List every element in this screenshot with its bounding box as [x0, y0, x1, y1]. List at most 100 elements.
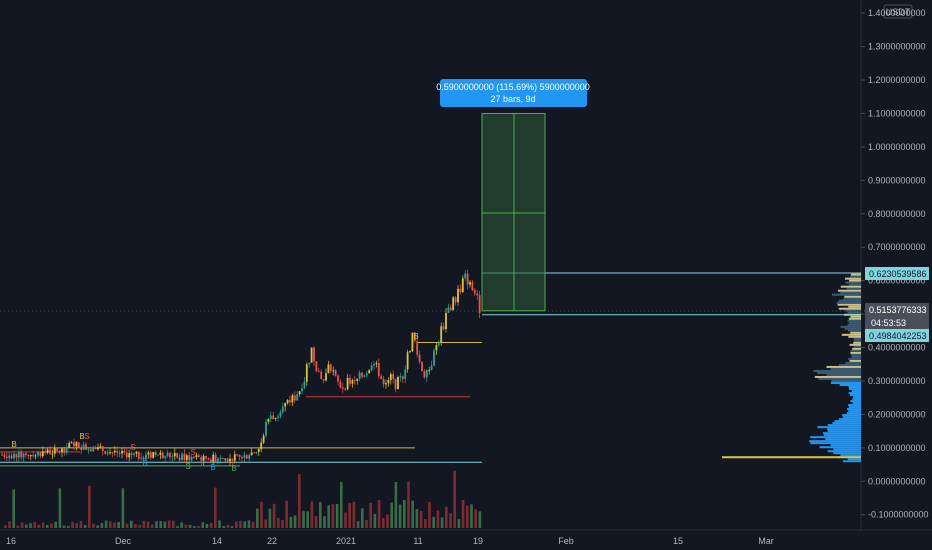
volume-bar [298, 474, 301, 528]
volume-bar [306, 511, 309, 528]
profile-bar [822, 432, 861, 435]
candle-body [471, 282, 474, 291]
volume-bar [348, 503, 351, 528]
candle-body [63, 448, 66, 453]
candle-body [301, 388, 303, 392]
candle-body [404, 369, 407, 379]
candle-body [51, 453, 54, 455]
volume-bar [58, 488, 62, 528]
candle-body [233, 454, 236, 461]
volume-bar [188, 524, 192, 528]
profile-bar [850, 349, 861, 352]
candle-body [344, 388, 347, 390]
profile-bar [813, 369, 861, 372]
profile-bar [826, 373, 861, 376]
candle-body [27, 454, 30, 456]
y-tick-label: 0.3000000000 [868, 376, 926, 386]
profile-bar [848, 335, 861, 338]
volume-bar [432, 516, 435, 528]
volume-bar [436, 510, 440, 528]
volume-bar [100, 523, 104, 528]
candle-body [418, 354, 421, 362]
candle-body [73, 442, 75, 447]
profile-bar [850, 331, 861, 334]
volume-bar [54, 521, 57, 528]
candle-body [10, 455, 13, 459]
candle-body [236, 454, 239, 456]
profile-bar [848, 321, 861, 324]
volume-bar [83, 525, 87, 528]
profile-bar [832, 422, 861, 425]
volume-bar [222, 526, 225, 528]
candle-body [3, 454, 6, 457]
signal-marker: S [130, 443, 135, 452]
measure-label-line1: 0.5900000000 (115.69%) 5900000000 [436, 82, 589, 92]
volume-bar [428, 502, 431, 528]
x-tick-label: Feb [558, 536, 574, 546]
volume-bar [277, 517, 280, 528]
currency-badge[interactable] [883, 4, 913, 19]
y-tick-label: -0.1000000000 [868, 510, 929, 520]
profile-bar [819, 446, 861, 449]
volume-bar [239, 520, 242, 528]
x-tick-label: 15 [673, 536, 683, 546]
candle-body [267, 418, 270, 422]
volume-bar [314, 516, 318, 528]
profile-bar [834, 420, 861, 423]
volume-bar [335, 503, 339, 528]
candle-body [1, 454, 3, 456]
candle-body [387, 380, 390, 384]
candle-body [157, 454, 159, 456]
profile-bar [838, 307, 861, 310]
volume-bar [121, 488, 125, 528]
volume-bar [411, 500, 414, 528]
profile-bar [818, 377, 861, 380]
candle-body [140, 457, 143, 459]
volume-bar [243, 521, 246, 528]
profile-bar [845, 361, 861, 364]
y-tick-label: 1.3000000000 [868, 42, 926, 52]
volume-bar [323, 516, 326, 528]
candle-body [13, 453, 15, 459]
candle-body [310, 347, 313, 363]
volume-bar [92, 523, 95, 528]
profile-bar [836, 301, 861, 304]
volume-bar [218, 520, 221, 528]
candle-body [361, 372, 363, 377]
volume-bar [260, 501, 263, 528]
price-tags: 0.6230539586 0.5153776333 04:53:53 0.498… [865, 267, 929, 342]
candle-body [241, 457, 243, 459]
y-tick-label: 1.1000000000 [868, 108, 926, 118]
candle-body [416, 341, 419, 355]
profile-bar [848, 283, 861, 286]
profile-bar [839, 418, 861, 421]
profile-bar [839, 383, 861, 386]
candle-body [459, 288, 462, 292]
volume-bar [180, 522, 183, 528]
volume-bar [352, 501, 356, 528]
signal-marker: B [11, 440, 16, 449]
candle-body [77, 442, 80, 448]
profile-bar [850, 400, 861, 403]
candle-body [164, 456, 167, 458]
signal-marker: B [210, 463, 215, 472]
profile-bar [827, 424, 861, 427]
measure-tool[interactable]: 0.5900000000 (115.69%) 5900000000 27 bar… [436, 79, 590, 312]
candle-body [409, 351, 411, 353]
x-axis: 16 Dec 14 22 2021 11 19 Feb 15 Mar [0, 529, 932, 546]
profile-bar [847, 323, 861, 326]
candle-body [190, 456, 193, 461]
x-tick-label: 11 [413, 536, 422, 546]
profile-bar [851, 353, 861, 356]
profile-bar [826, 365, 861, 368]
profile-bar [852, 347, 861, 350]
candle-body [166, 452, 169, 457]
candle-body [329, 364, 332, 371]
volume-bar [214, 487, 217, 528]
candle-body [392, 374, 395, 379]
candle-body [37, 451, 39, 456]
candle-body [53, 448, 56, 454]
profile-bar [840, 325, 861, 328]
volume-bar [205, 523, 209, 528]
